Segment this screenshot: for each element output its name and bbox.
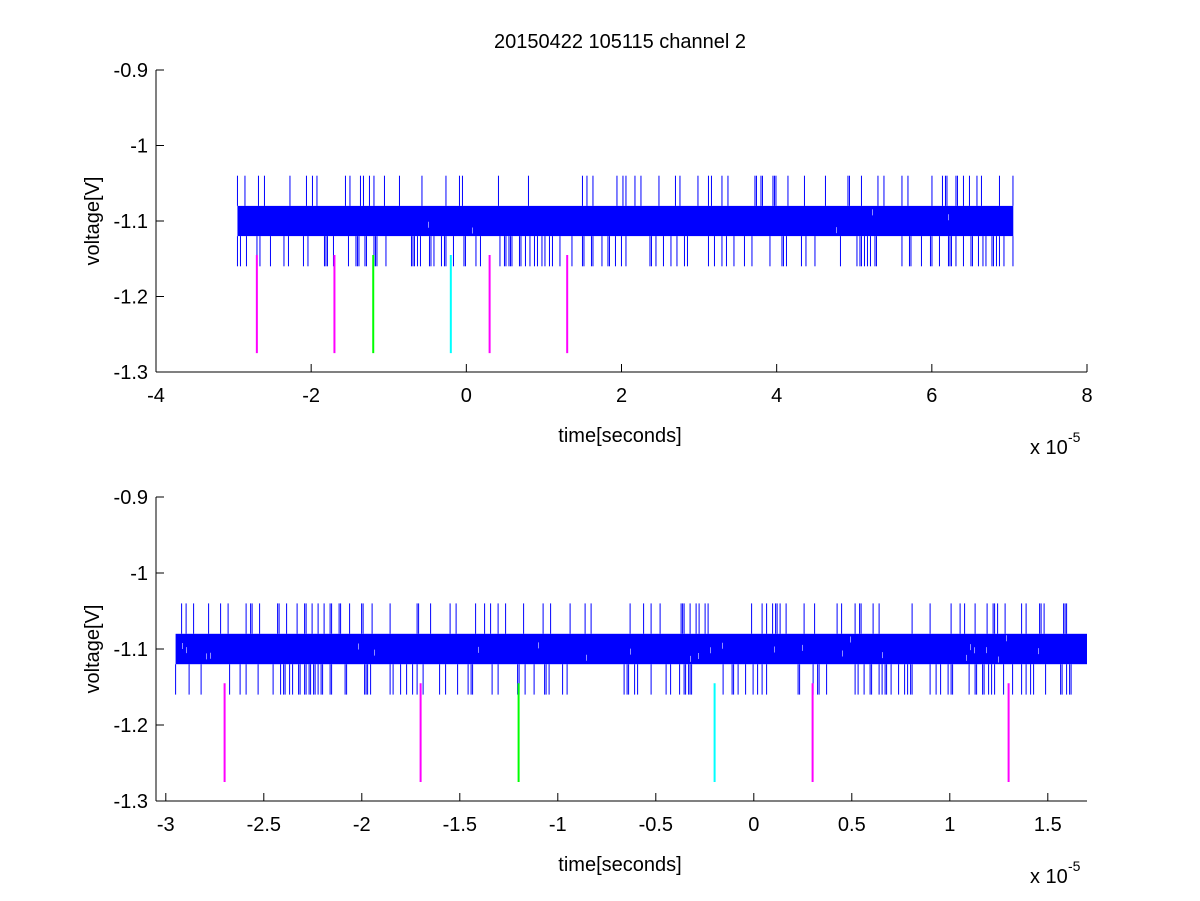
x-tick-label: -4 <box>147 385 165 407</box>
x-tick-label: -2 <box>302 385 320 407</box>
x-exponent-label: x 10 <box>1030 866 1068 888</box>
y-tick-label: -1.3 <box>114 362 148 384</box>
y-tick-label: -1.3 <box>114 791 148 813</box>
signal-gaps <box>182 635 1039 663</box>
x-axis-label: time[seconds] <box>558 425 681 447</box>
x-tick-label: 0 <box>748 814 759 836</box>
signal-gaps <box>428 209 949 234</box>
signal-spikes <box>175 603 1072 695</box>
y-tick-label: -1.2 <box>114 715 148 737</box>
x-tick-label: 2 <box>616 385 627 407</box>
x-tick-label: 1.5 <box>1034 814 1062 836</box>
y-tick-label: -1.2 <box>114 287 148 309</box>
x-tick-label: 1 <box>944 814 955 836</box>
x-tick-label: -1.5 <box>443 814 477 836</box>
bottom-axes: -3 -2.5 -2 -1.5 -1 -0.5 0 0.5 1 1.5 -0.9 -1 -1.1 -1.2… <box>82 487 1088 888</box>
x-tick-label: 8 <box>1081 385 1092 407</box>
x-tick-label: 4 <box>771 385 782 407</box>
x-tick-label: -2 <box>353 814 371 836</box>
y-tick-label: -0.9 <box>114 60 148 82</box>
y-tick-label: -1 <box>130 563 148 585</box>
x-exponent-power: -5 <box>1068 858 1081 874</box>
y-axis-label: voltage[V] <box>82 177 104 266</box>
figure-title: 20150422 105115 channel 2 <box>494 31 746 53</box>
y-tick-label: -1 <box>130 136 148 158</box>
y-axis-label: voltage[V] <box>82 605 104 694</box>
x-tick-label: -0.5 <box>639 814 673 836</box>
x-tick-label: -1 <box>549 814 567 836</box>
x-exponent-label: x 10 <box>1030 437 1068 459</box>
signal-spikes <box>236 175 1014 267</box>
x-axis-label: time[seconds] <box>558 854 681 876</box>
y-tick-label: -1.1 <box>114 211 148 233</box>
x-tick-label: 0.5 <box>838 814 866 836</box>
x-tick-label: 0 <box>461 385 472 407</box>
x-tick-label: 6 <box>926 385 937 407</box>
top-axes: -4 -2 0 2 4 6 8 -0.9 -1 -1.1 -1.2 -1.3 time[seconds]… <box>82 60 1093 459</box>
signal-band <box>175 633 1088 665</box>
y-tick-label: -1.1 <box>114 639 148 661</box>
x-tick-label: -3 <box>157 814 175 836</box>
x-tick-label: -2.5 <box>247 814 281 836</box>
x-exponent-power: -5 <box>1068 429 1081 445</box>
signal-band <box>237 205 1014 237</box>
y-tick-label: -0.9 <box>114 487 148 509</box>
